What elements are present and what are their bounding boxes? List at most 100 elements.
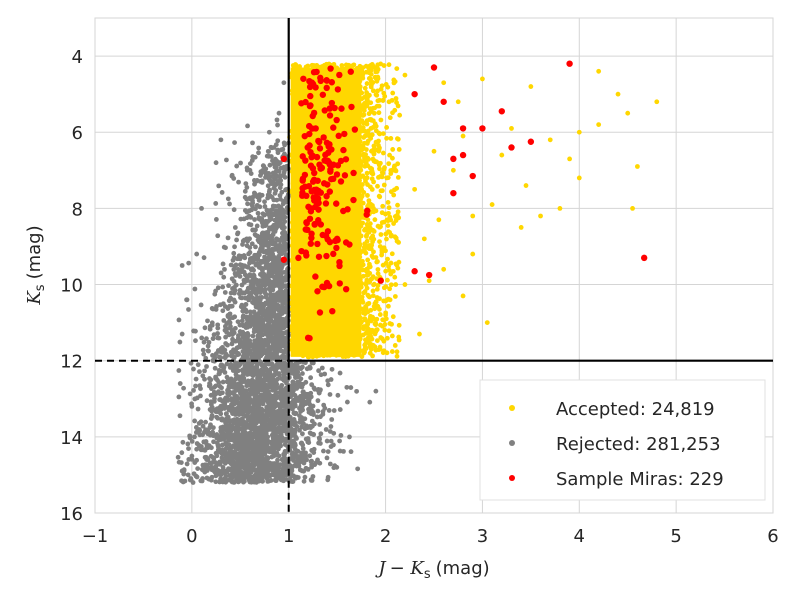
rejected-point xyxy=(231,382,237,388)
rejected-point xyxy=(191,328,196,334)
rejected-point xyxy=(215,285,221,291)
rejected-point xyxy=(274,366,279,371)
rejected-point xyxy=(230,467,236,473)
rejected-point xyxy=(265,195,271,201)
rejected-point xyxy=(315,408,321,414)
rejected-point xyxy=(318,372,324,378)
rejected-point xyxy=(294,436,299,441)
rejected-point xyxy=(307,453,313,459)
rejected-point xyxy=(224,157,229,163)
rejected-point xyxy=(238,304,244,310)
rejected-point xyxy=(262,212,267,218)
rejected-point xyxy=(317,460,323,466)
rejected-point xyxy=(275,215,280,221)
rejected-point xyxy=(303,465,309,471)
rejected-point xyxy=(217,384,223,389)
rejected-point xyxy=(201,351,207,357)
rejected-point xyxy=(240,411,246,417)
rejected-point xyxy=(338,433,344,438)
rejected-point xyxy=(221,244,227,250)
rejected-point xyxy=(195,362,201,368)
rejected-point xyxy=(265,235,271,240)
rejected-point xyxy=(254,478,259,484)
rejected-point xyxy=(277,420,283,426)
rejected-point xyxy=(245,288,250,294)
rejected-point xyxy=(289,429,295,434)
rejected-point xyxy=(249,354,255,360)
rejected-point xyxy=(192,418,198,424)
rejected-point xyxy=(241,237,247,243)
rejected-point xyxy=(192,286,198,292)
rejected-point xyxy=(234,423,240,429)
rejected-point xyxy=(230,286,235,291)
rejected-point xyxy=(242,208,248,213)
rejected-point xyxy=(238,160,243,166)
rejected-point xyxy=(272,345,278,351)
rejected-point xyxy=(280,214,286,220)
rejected-point xyxy=(256,361,261,366)
rejected-point xyxy=(267,162,273,168)
rejected-point xyxy=(245,201,250,207)
accepted-point xyxy=(380,203,386,209)
rejected-point xyxy=(282,307,288,313)
rejected-point xyxy=(246,296,252,301)
rejected-point xyxy=(220,261,226,267)
rejected-point xyxy=(300,431,305,437)
rejected-point xyxy=(263,308,268,314)
rejected-point xyxy=(271,383,277,389)
rejected-point xyxy=(250,333,256,339)
rejected-point xyxy=(231,176,237,181)
rejected-point xyxy=(193,383,198,389)
rejected-point xyxy=(233,376,239,382)
rejected-point xyxy=(218,476,223,482)
rejected-point xyxy=(243,301,249,307)
rejected-point xyxy=(266,421,272,427)
rejected-point xyxy=(272,241,278,247)
rejected-point xyxy=(325,477,331,483)
rejected-point xyxy=(272,190,278,196)
rejected-point xyxy=(256,150,261,156)
rejected-point xyxy=(255,210,261,216)
rejected-point xyxy=(244,401,249,407)
accepted-point xyxy=(395,175,401,180)
rejected-point xyxy=(193,376,199,382)
rejected-point xyxy=(200,423,206,429)
rejected-point xyxy=(271,472,277,478)
rejected-point xyxy=(186,307,191,312)
rejected-point xyxy=(276,292,281,298)
rejected-point xyxy=(308,375,314,381)
rejected-point xyxy=(225,342,230,348)
rejected-point xyxy=(256,302,262,308)
rejected-point xyxy=(262,204,268,209)
rejected-point xyxy=(240,425,246,431)
rejected-point xyxy=(367,399,373,405)
rejected-point xyxy=(207,432,213,438)
rejected-point xyxy=(335,392,341,398)
rejected-point xyxy=(216,183,222,189)
rejected-point xyxy=(216,444,221,450)
rejected-point xyxy=(198,393,203,399)
rejected-point xyxy=(220,424,226,430)
rejected-point xyxy=(297,381,303,387)
rejected-point xyxy=(254,223,260,229)
rejected-point xyxy=(271,301,277,307)
rejected-point xyxy=(202,376,207,382)
rejected-point xyxy=(238,331,244,337)
rejected-point xyxy=(279,189,285,195)
rejected-point xyxy=(272,325,278,331)
rejected-point xyxy=(263,434,269,440)
rejected-point xyxy=(233,349,239,355)
rejected-point xyxy=(266,321,272,326)
rejected-point xyxy=(179,450,185,456)
rejected-point xyxy=(256,279,262,284)
rejected-point xyxy=(278,246,283,252)
rejected-point xyxy=(318,431,324,437)
rejected-point xyxy=(237,337,243,343)
rejected-point xyxy=(291,444,297,450)
rejected-point xyxy=(237,262,243,268)
rejected-point xyxy=(192,434,197,440)
rejected-point xyxy=(273,318,279,323)
rejected-point xyxy=(303,393,309,399)
rejected-point xyxy=(242,272,248,278)
rejected-point xyxy=(279,277,285,283)
